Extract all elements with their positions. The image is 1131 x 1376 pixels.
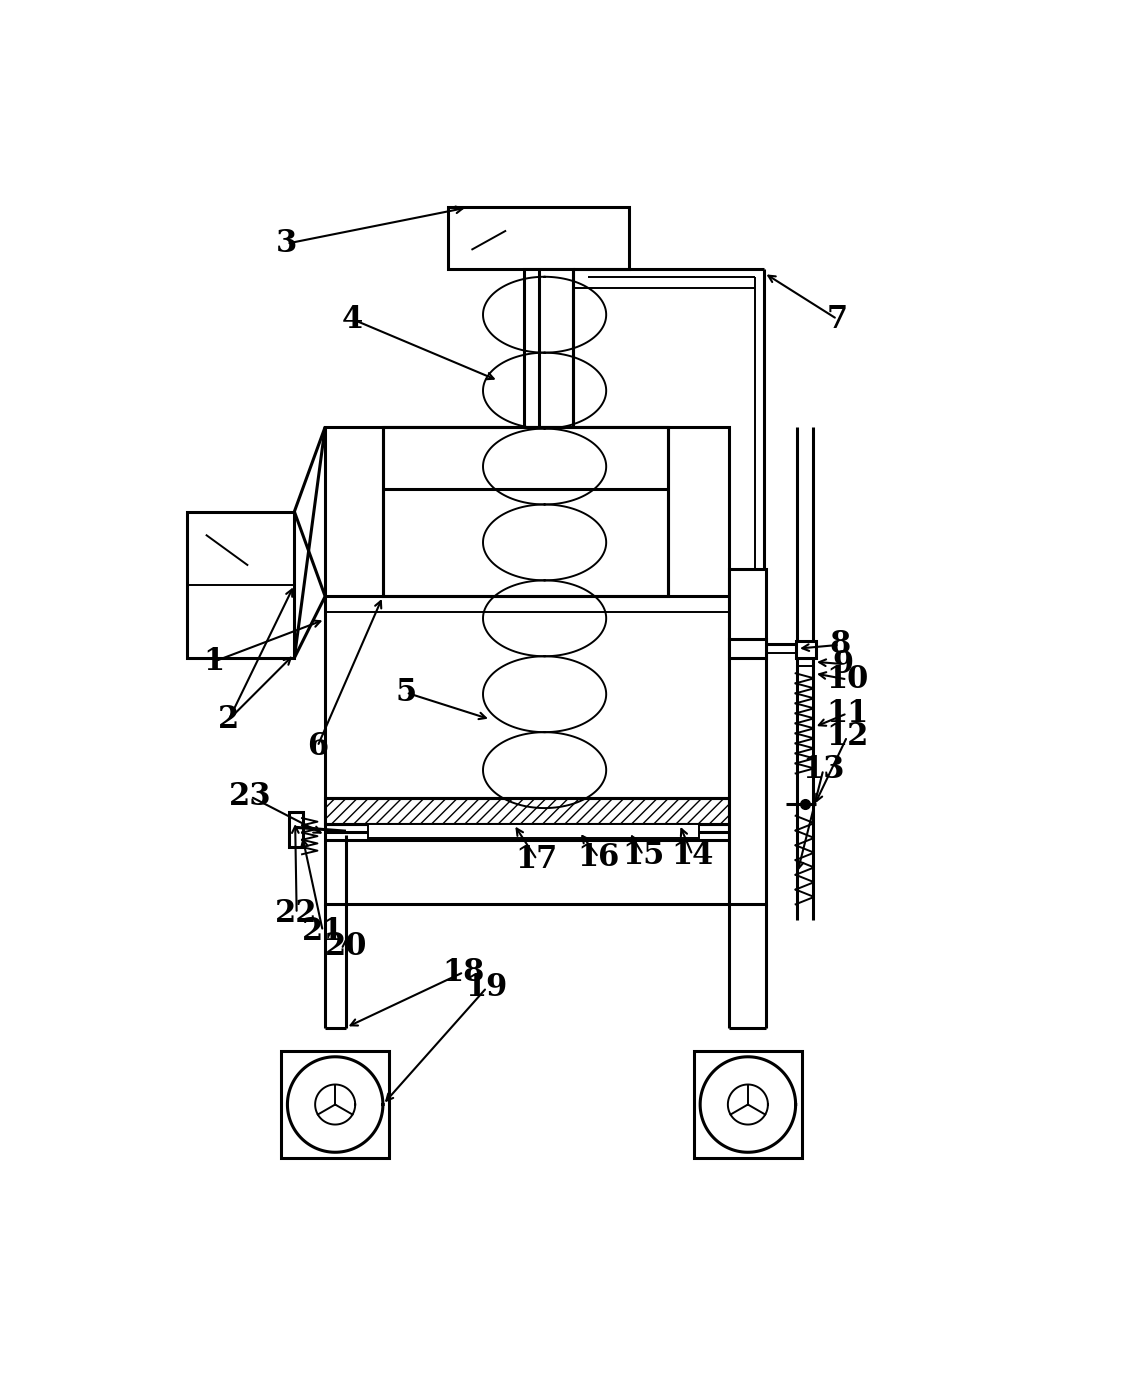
Bar	[325, 798, 729, 824]
Bar	[383, 427, 667, 596]
Text: 14: 14	[672, 839, 714, 871]
Text: 23: 23	[230, 782, 271, 812]
Bar	[694, 1051, 802, 1159]
Text: 1: 1	[202, 647, 224, 677]
Text: 22: 22	[276, 899, 318, 929]
Bar	[368, 824, 699, 838]
Text: 20: 20	[325, 932, 368, 962]
Text: 10: 10	[826, 665, 869, 695]
Text: 2: 2	[218, 705, 240, 735]
Text: 12: 12	[826, 721, 869, 751]
Text: 15: 15	[622, 839, 664, 871]
Bar	[288, 812, 303, 846]
Bar	[524, 270, 573, 431]
Bar	[729, 638, 767, 658]
Text: 16: 16	[578, 842, 620, 872]
Bar	[795, 641, 815, 658]
Bar	[325, 427, 729, 904]
Bar	[282, 1051, 389, 1159]
Bar	[448, 208, 629, 270]
Text: 6: 6	[307, 731, 328, 762]
Text: 13: 13	[802, 754, 845, 786]
Text: 18: 18	[442, 956, 485, 988]
Text: 5: 5	[396, 677, 416, 709]
Text: 7: 7	[827, 304, 848, 334]
Text: 17: 17	[516, 843, 558, 875]
Text: 9: 9	[832, 648, 854, 680]
Bar	[729, 570, 767, 904]
Text: 8: 8	[829, 629, 851, 660]
Text: 21: 21	[302, 916, 344, 947]
Text: 4: 4	[342, 304, 363, 334]
Bar	[187, 512, 294, 658]
Text: 3: 3	[276, 228, 297, 259]
Text: 19: 19	[466, 971, 508, 1003]
Text: 11: 11	[826, 698, 869, 729]
